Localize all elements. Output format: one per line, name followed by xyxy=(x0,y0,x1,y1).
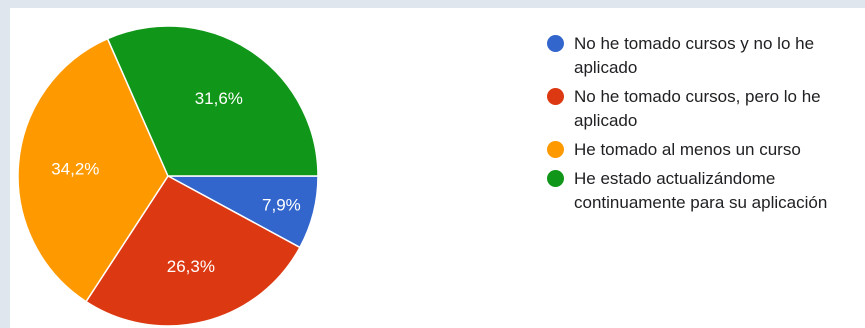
legend-label: He tomado al menos un curso xyxy=(574,140,801,159)
chart-card: 7,9% 26,3% 34,2% 31,6% No he tomado cursos … xyxy=(10,8,865,328)
legend: No he tomado cursos y no lo he aplicado N… xyxy=(547,32,865,220)
pie-slice[interactable] xyxy=(106,25,319,177)
legend-label: No he tomado cursos, pero lo he aplicado xyxy=(574,87,821,130)
legend-label: He estado actualizándome continuamente pa… xyxy=(574,169,828,212)
slice-data-label: 26,3% xyxy=(167,257,215,276)
pie-slice[interactable] xyxy=(85,175,301,327)
slice-data-label: 7,9% xyxy=(262,196,301,215)
pie-slice[interactable] xyxy=(17,37,169,303)
slice-data-label: 34,2% xyxy=(51,159,99,178)
legend-item[interactable]: He estado actualizándome continuamente pa… xyxy=(547,167,865,215)
legend-item[interactable]: No he tomado cursos, pero lo he aplicado xyxy=(547,85,865,133)
legend-item[interactable]: No he tomado cursos y no lo he aplicado xyxy=(547,32,865,80)
pie-chart: 7,9% 26,3% 34,2% 31,6% xyxy=(17,25,319,327)
legend-label: No he tomado cursos y no lo he aplicado xyxy=(574,34,815,77)
legend-swatch-green xyxy=(547,170,564,187)
legend-swatch-red xyxy=(547,88,564,105)
slice-data-label: 31,6% xyxy=(195,89,243,108)
legend-swatch-blue xyxy=(547,35,564,52)
legend-swatch-orange xyxy=(547,141,564,158)
legend-item[interactable]: He tomado al menos un curso xyxy=(547,138,865,162)
